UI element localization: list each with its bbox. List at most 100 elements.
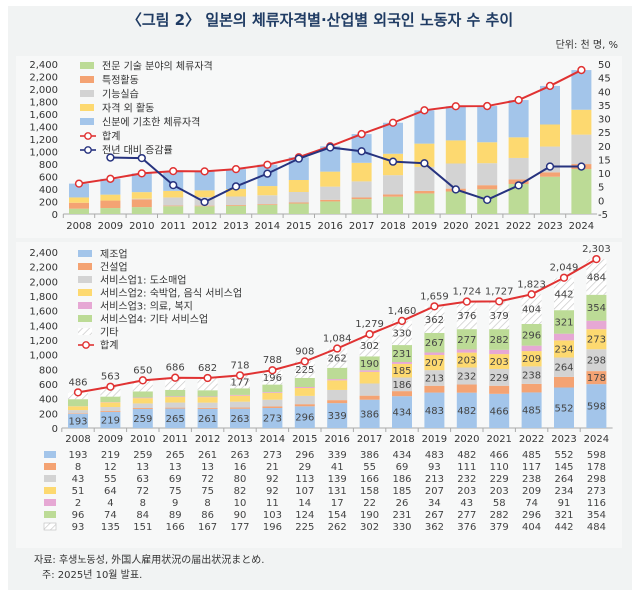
- bar-value-label: 379: [490, 311, 509, 322]
- line-marker: [106, 153, 115, 162]
- legend-label: 제조업: [100, 248, 128, 261]
- line-marker: [137, 153, 146, 163]
- bar-segment: [445, 191, 466, 214]
- bar-segment: [320, 199, 341, 202]
- bar-segment: [288, 192, 309, 203]
- bar-segment: [508, 157, 529, 180]
- bar-segment: [392, 345, 412, 362]
- x-tick-label: 2015: [286, 221, 311, 232]
- total-value-label: 2,049: [550, 263, 579, 274]
- y-tick-label: 600: [39, 380, 58, 391]
- bar-segment: [571, 134, 592, 165]
- table-value-cell: 13: [201, 462, 214, 473]
- bar-segment: [294, 395, 315, 405]
- table-value-cell: 264: [554, 474, 573, 485]
- table-value-cell: 12: [104, 462, 117, 473]
- bar-segment: [445, 163, 466, 189]
- bar-segment: [131, 198, 152, 200]
- x-tick-label: 2023: [537, 221, 562, 232]
- y-tick-label: 2,400: [29, 60, 58, 71]
- bar-segment: [165, 389, 186, 397]
- total-value-label: 1,724: [452, 287, 481, 298]
- bar-value-label: 190: [360, 359, 379, 370]
- legend-swatch: [80, 62, 94, 69]
- bar-value-label: 376: [457, 311, 476, 322]
- bar-value-label: 404: [522, 305, 541, 316]
- bar-segment: [262, 370, 283, 385]
- bar-segment: [414, 143, 435, 167]
- bar-segment: [383, 175, 403, 195]
- x-tick-label: 2021: [486, 434, 511, 445]
- bar-value-label: 203: [457, 356, 476, 367]
- y2-tick-label: -5: [598, 210, 608, 221]
- table-value-cell: 386: [360, 450, 379, 461]
- y-tick-label: 400: [39, 185, 58, 196]
- line-marker: [268, 366, 277, 375]
- bar-value-label: 177: [230, 377, 249, 388]
- total-value-label: 1,460: [388, 306, 417, 317]
- bar-segment: [383, 196, 403, 214]
- bar-segment: [226, 205, 246, 214]
- total-value-label: 908: [295, 346, 314, 357]
- y2-tick-label: 35: [598, 101, 611, 112]
- legend-label: 전년 대비 증감률: [102, 145, 173, 157]
- bar-segment: [456, 329, 477, 350]
- x-tick-label: 2019: [412, 221, 437, 232]
- x-tick-label: 2020: [443, 221, 468, 232]
- legend-marker: [84, 146, 92, 154]
- bar-segment: [424, 385, 445, 393]
- table-value-cell: 80: [234, 474, 247, 485]
- table-value-cell: 483: [425, 450, 444, 461]
- bar-segment: [262, 392, 283, 400]
- bar-segment: [445, 106, 466, 141]
- bar-value-label: 485: [522, 406, 541, 417]
- bar-segment: [327, 389, 348, 401]
- line-marker: [333, 344, 342, 353]
- legend-label: 자격 외 활동: [102, 102, 154, 115]
- line-marker: [263, 169, 272, 178]
- line-marker: [171, 373, 180, 382]
- table-value-cell: 190: [360, 510, 379, 521]
- table-value-cell: 93: [428, 462, 441, 473]
- line-marker: [235, 371, 245, 380]
- total-value-label: 788: [263, 355, 282, 366]
- bar-segment: [257, 204, 278, 214]
- table-value-cell: 321: [554, 510, 573, 521]
- table-row-swatch: [44, 499, 56, 506]
- bar-segment: [359, 371, 380, 384]
- table-value-cell: 8: [204, 498, 210, 509]
- bar-segment: [586, 329, 607, 350]
- line-marker: [559, 273, 569, 282]
- bar-value-label: 273: [263, 413, 282, 424]
- bar-value-label: 262: [328, 354, 347, 365]
- legend-marker: [84, 132, 92, 140]
- bar-segment: [294, 404, 315, 407]
- bar-segment: [165, 377, 186, 390]
- table-value-cell: 354: [587, 510, 606, 521]
- table-value-cell: 9: [172, 498, 178, 509]
- x-tick-label: 2012: [192, 221, 217, 232]
- x-tick-label: 2009: [98, 221, 123, 232]
- table-value-cell: 145: [554, 462, 573, 473]
- bar-segment: [392, 396, 412, 428]
- bar-segment: [262, 384, 283, 393]
- table-value-cell: 267: [425, 510, 444, 521]
- table-value-cell: 11: [266, 498, 279, 509]
- bar-value-label: 273: [587, 335, 606, 346]
- table-value-cell: 69: [396, 462, 409, 473]
- bar-value-label: 267: [425, 338, 444, 349]
- y2-tick-label: 0: [598, 196, 604, 207]
- bar-segment: [230, 401, 250, 408]
- bar-segment: [262, 392, 283, 393]
- x-tick-label: 2014: [255, 221, 280, 232]
- bar-segment: [359, 383, 380, 396]
- table-value-cell: 8: [140, 498, 146, 509]
- line-marker: [263, 160, 272, 169]
- bar-segment: [165, 408, 186, 428]
- bar-segment: [586, 384, 607, 428]
- bar-segment: [456, 349, 477, 353]
- x-tick-label: 2015: [292, 434, 317, 445]
- x-tick-label: 2011: [160, 221, 185, 232]
- line-marker: [231, 182, 241, 191]
- x-tick-label: 2013: [223, 221, 248, 232]
